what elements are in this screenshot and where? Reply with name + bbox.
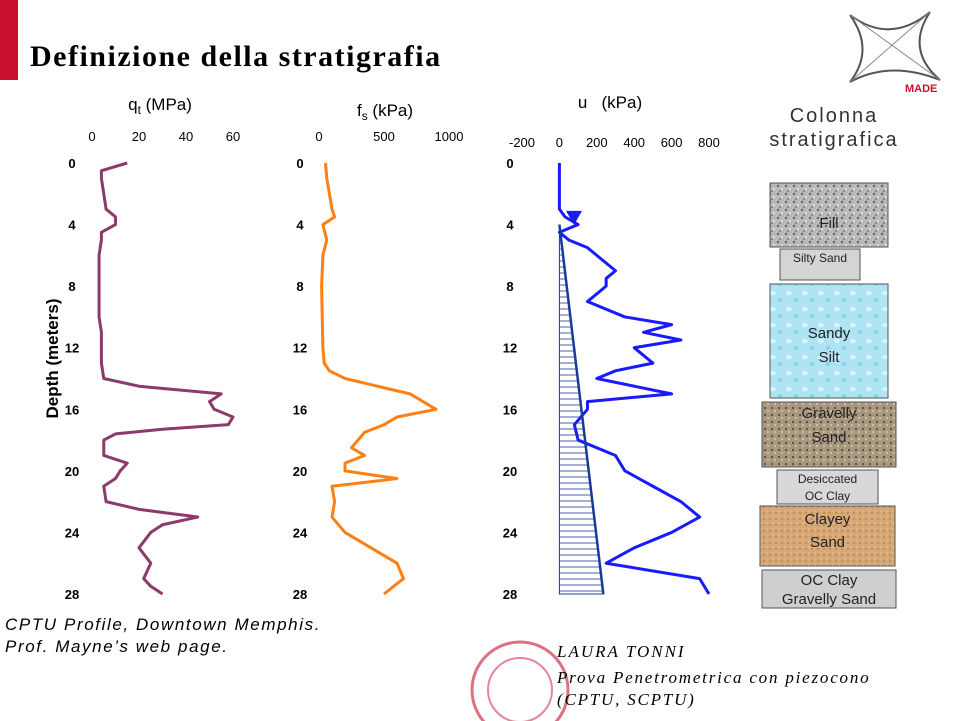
stratum [769,283,889,399]
stratum-label: Silty Sand [793,251,847,265]
axis-symbol: f [357,101,362,120]
stratum [776,469,879,505]
accent-bar [0,0,18,80]
stratum [769,182,889,248]
y-tick-label: 8 [506,279,513,294]
column-title: stratigrafica [769,129,898,151]
stratum [759,505,896,567]
series-line [557,163,711,595]
stratum-label: Sand [811,429,846,446]
series-line [97,161,235,596]
stratum-label: Silt [819,349,841,366]
x-tick-label: 60 [226,129,240,144]
stratum-label: Gravelly Sand [782,591,876,608]
y-tick-label: 28 [503,587,517,602]
y-tick-label: 24 [293,525,308,540]
y-tick-label: 12 [65,341,79,356]
stratum-label: Fill [819,215,838,232]
stratum [779,248,861,281]
axis-unit: (kPa) [587,93,642,112]
seal [470,640,570,721]
series-line [558,224,605,595]
column-title: Colonna [790,105,879,127]
y-tick-label: 4 [68,218,76,233]
author: LAURA TONNI [556,642,686,661]
y-tick-label: 28 [65,587,79,602]
y-tick-label: 0 [68,156,75,171]
y-tick-label: 16 [65,402,79,417]
stratum-label: OC Clay [805,489,850,503]
subtitle: (CPTU, SCPTU) [557,690,696,709]
axis-symbol: q [128,95,137,114]
y-tick-label: 12 [503,341,517,356]
series-line [320,162,438,596]
caption: CPTU Profile, Downtown Memphis. [5,615,321,634]
y-tick-label: 8 [296,279,303,294]
stratum-label: Sand [810,534,845,551]
y-tick-label: 24 [503,525,518,540]
y-tick-label: 24 [65,525,80,540]
x-tick-label: 600 [661,135,683,150]
slide-title: Definizione della stratigrafia [30,40,442,73]
x-tick-label: 500 [373,129,395,144]
y-tick-label: 28 [293,587,307,602]
subtitle: Prova Penetrometrica con piezocono [556,668,870,687]
y-tick-label: 16 [293,402,307,417]
x-tick-label: 0 [315,129,322,144]
axis-title: u (kPa) [578,93,642,112]
stratum [761,401,897,468]
y-tick-label: 20 [65,464,79,479]
water-table [566,210,582,225]
stratum-label: Desiccated [798,472,857,486]
y-tick-label: 4 [296,218,304,233]
y-tick-label: 12 [293,341,307,356]
x-tick-label: 0 [556,135,563,150]
y-tick-label: 20 [293,464,307,479]
axis-subscript: s [362,109,368,123]
y-tick-label: 20 [503,464,517,479]
axis-subscript: t [138,103,142,117]
stratum [761,569,897,609]
axis-unit: (kPa) [368,101,413,120]
x-tick-label: 800 [698,135,720,150]
stratum-label: Gravelly [801,405,857,422]
x-tick-label: 20 [132,129,146,144]
logo [849,11,941,83]
y-axis-title: Depth (meters) [43,299,62,419]
axis-title: fs (kPa) [357,101,413,123]
caption: Prof. Mayne’s web page. [5,637,229,656]
y-tick-label: 4 [506,218,514,233]
stratum-label: Sandy [808,325,851,342]
x-tick-label: -200 [509,135,535,150]
x-tick-label: 40 [179,129,193,144]
x-tick-label: 1000 [435,129,464,144]
x-tick-label: 0 [88,129,95,144]
axis-title: qt (MPa) [128,95,192,117]
y-tick-label: 8 [68,279,75,294]
x-tick-label: 200 [586,135,608,150]
axis-symbol: u [578,93,587,112]
stratum-label: Clayey [805,511,851,528]
y-tick-label: 16 [503,402,517,417]
y-tick-label: 0 [506,156,513,171]
x-tick-label: 400 [623,135,645,150]
axis-unit: (MPa) [141,95,192,114]
logo-text: MADE [905,83,937,95]
y-tick-label: 0 [296,156,303,171]
stratum-label: OC Clay [801,572,858,589]
